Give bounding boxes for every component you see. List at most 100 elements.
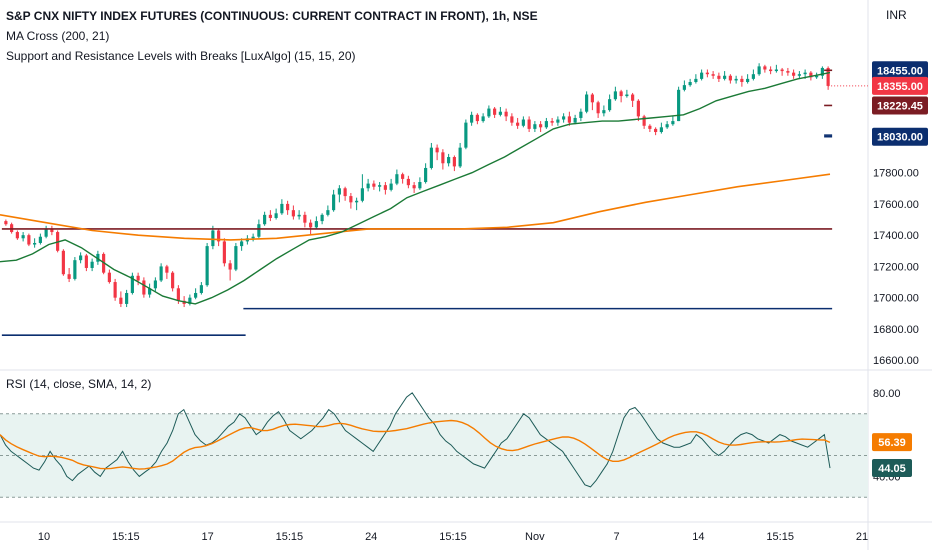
candle-body xyxy=(355,200,359,203)
candle-body xyxy=(625,94,629,97)
candle-body xyxy=(79,255,83,261)
candle-body xyxy=(291,210,295,217)
rsi-line xyxy=(0,392,831,488)
candle-body xyxy=(303,214,307,223)
candle-body xyxy=(751,74,755,79)
candle-body xyxy=(194,292,198,298)
candle-body xyxy=(723,75,727,79)
candle-body xyxy=(360,188,364,201)
price-tag-label: 18229.45 xyxy=(877,101,923,113)
candle-body xyxy=(320,214,324,222)
candle-body xyxy=(516,122,520,126)
candle-body xyxy=(671,121,675,125)
candle-body xyxy=(711,74,715,76)
candle-body xyxy=(412,185,416,189)
candle-body xyxy=(395,174,399,184)
candle-body xyxy=(401,174,405,179)
candle-body xyxy=(717,75,721,79)
candle-body xyxy=(171,272,175,289)
candle-body xyxy=(349,196,353,203)
rsi-legend[interactable]: RSI (14, close, SMA, 14, 2) xyxy=(6,377,152,391)
candle-body xyxy=(527,119,531,129)
candle-body xyxy=(780,69,784,72)
candle-body xyxy=(608,99,612,111)
candle-body xyxy=(61,250,65,275)
candle-body xyxy=(826,67,830,86)
candle-body xyxy=(792,72,796,76)
candle-body xyxy=(153,280,157,289)
candle-body xyxy=(337,188,341,195)
candle-body xyxy=(475,114,479,122)
candle-body xyxy=(383,185,387,190)
price-tag xyxy=(872,76,928,95)
currency-label: INR xyxy=(886,8,907,22)
candle-body xyxy=(493,108,497,115)
candle-body xyxy=(452,157,456,167)
candle-body xyxy=(263,214,267,225)
candle-body xyxy=(418,182,422,189)
candle-body xyxy=(705,72,709,75)
candle-body xyxy=(159,266,163,281)
candle-body xyxy=(142,280,146,295)
ma-cross-legend[interactable]: MA Cross (200, 21) xyxy=(6,29,110,43)
candle-body xyxy=(188,297,192,304)
candle-body xyxy=(562,116,566,120)
candle-body xyxy=(487,108,491,117)
candle-body xyxy=(757,66,761,75)
candle-body xyxy=(217,230,221,242)
price-tick-label: 17400.00 xyxy=(873,230,919,242)
candle-body xyxy=(728,75,732,81)
candle-body xyxy=(619,91,623,97)
candle-body xyxy=(786,71,790,73)
time-tick-label: Nov xyxy=(525,531,545,543)
rsi-tag xyxy=(872,433,912,452)
candle-body xyxy=(119,297,123,304)
time-tick-label: 7 xyxy=(614,531,620,543)
rsi-tag-label: 56.39 xyxy=(878,437,906,449)
candle-body xyxy=(613,91,617,100)
candle-body xyxy=(435,147,439,153)
candle-body xyxy=(447,157,451,164)
candle-body xyxy=(309,222,313,228)
candle-body xyxy=(648,125,652,129)
candle-body xyxy=(803,72,807,75)
candle-body xyxy=(44,228,48,237)
candle-body xyxy=(458,147,462,167)
candle-body xyxy=(769,69,773,72)
candle-body xyxy=(228,263,232,270)
candle-body xyxy=(234,246,238,270)
candle-body xyxy=(33,242,37,245)
candle-body xyxy=(268,214,272,218)
candle-body xyxy=(90,261,94,268)
candle-body xyxy=(441,152,445,164)
candle-body xyxy=(481,116,485,122)
price-tick-label: 16800.00 xyxy=(873,324,919,336)
candle-body xyxy=(378,185,382,187)
candle-body xyxy=(176,288,180,301)
candle-body xyxy=(774,69,778,72)
candle-body xyxy=(274,213,278,218)
candle-body xyxy=(38,236,42,243)
candle-body xyxy=(406,178,410,186)
candle-body xyxy=(297,214,301,217)
support-resistance-legend[interactable]: Support and Resistance Levels with Break… xyxy=(6,49,356,63)
ma200-line xyxy=(0,173,831,241)
candle-body xyxy=(602,110,606,114)
candle-body xyxy=(700,72,704,79)
rsi-sma-line xyxy=(0,419,831,470)
candle-body xyxy=(366,183,370,189)
candle-body xyxy=(544,121,548,128)
price-tag xyxy=(872,61,928,80)
candle-body xyxy=(631,94,635,101)
candle-body xyxy=(665,124,669,128)
candle-body xyxy=(533,124,537,129)
candle-body xyxy=(642,116,646,126)
candle-body xyxy=(125,292,129,304)
candle-body xyxy=(596,102,600,114)
time-tick-label: 15:15 xyxy=(112,531,140,543)
candle-body xyxy=(73,260,77,279)
candle-body xyxy=(464,122,468,148)
candle-body xyxy=(21,235,25,239)
candle-body xyxy=(809,72,813,78)
